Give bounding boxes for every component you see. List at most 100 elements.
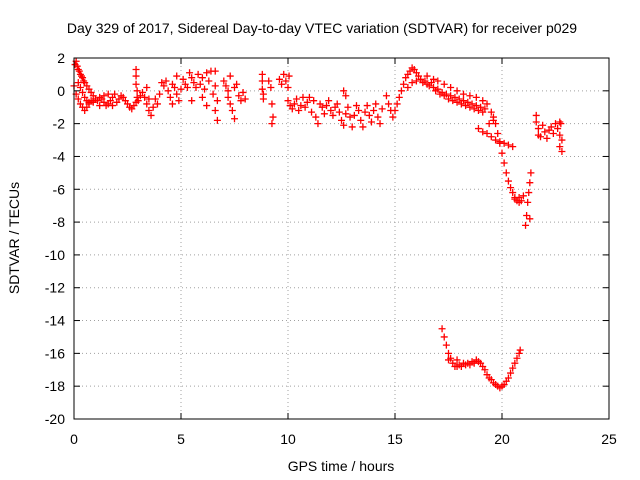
data-point (143, 100, 151, 108)
data-point (464, 98, 472, 106)
data-point (445, 349, 452, 357)
data-point (74, 95, 82, 103)
y-axis-label: SDTVAR / TECUs (6, 182, 22, 294)
y-tick-label: 2 (57, 50, 65, 66)
data-point (370, 107, 378, 115)
data-point (293, 95, 301, 103)
data-point (558, 148, 566, 156)
x-tick-label: 25 (601, 431, 617, 447)
data-point (442, 341, 450, 349)
data-point (79, 74, 87, 82)
data-point (295, 107, 303, 115)
data-point (333, 100, 341, 108)
data-point (231, 115, 238, 123)
data-point (522, 221, 530, 229)
data-point (539, 121, 547, 129)
data-point (504, 177, 512, 185)
data-point (489, 116, 497, 124)
data-point (556, 131, 564, 139)
data-point (325, 97, 333, 105)
data-point (228, 107, 236, 115)
data-point (359, 123, 367, 131)
data-point (338, 116, 345, 124)
data-point (241, 95, 249, 103)
data-point (468, 100, 476, 108)
data-point (194, 70, 202, 78)
data-point (226, 72, 234, 80)
data-point (507, 184, 515, 192)
data-point (132, 80, 140, 88)
data-point (376, 120, 384, 128)
data-point (374, 113, 382, 121)
data-point (472, 102, 480, 110)
data-point (481, 105, 489, 113)
data-point (220, 77, 228, 85)
data-point (340, 121, 348, 129)
data-point (265, 77, 273, 85)
y-tick-label: -2 (53, 116, 66, 132)
data-point (434, 77, 442, 85)
x-tick-label: 10 (280, 431, 296, 447)
data-point (132, 72, 140, 80)
data-point (500, 159, 508, 167)
data-point (285, 72, 293, 80)
data-point (109, 102, 117, 110)
data-point (365, 111, 373, 119)
data-point (367, 118, 375, 126)
data-point (175, 97, 183, 105)
data-point (511, 359, 519, 367)
data-point (76, 84, 84, 92)
data-point (404, 84, 412, 92)
data-point (492, 136, 500, 144)
data-point (145, 107, 153, 115)
data-point (284, 84, 292, 92)
data-point (111, 90, 119, 98)
data-point (526, 179, 534, 187)
data-point (498, 149, 506, 157)
data-point (303, 98, 311, 106)
data-point (177, 85, 185, 93)
data-point (75, 67, 83, 75)
data-point (487, 108, 495, 116)
data-point (203, 102, 211, 110)
data-point (190, 79, 198, 87)
y-tick-label: 0 (57, 83, 65, 99)
data-point (237, 97, 245, 105)
data-point (342, 110, 350, 118)
data-point (151, 95, 159, 103)
data-point (532, 111, 540, 119)
data-point (395, 93, 403, 101)
data-point (179, 75, 187, 83)
data-point (239, 88, 247, 96)
data-point (342, 92, 350, 100)
data-point (235, 92, 243, 100)
x-axis-label: GPS time / hours (288, 458, 395, 474)
data-point (258, 85, 266, 93)
data-point (479, 97, 487, 105)
data-point (258, 70, 266, 78)
grid-lines (74, 58, 609, 419)
data-point (192, 84, 200, 92)
data-point (268, 120, 276, 128)
data-point (156, 90, 164, 98)
data-point (382, 92, 390, 100)
y-tick-label: -14 (45, 313, 65, 329)
data-point (434, 85, 442, 93)
data-point (412, 77, 420, 85)
data-point (474, 125, 482, 133)
data-point (133, 87, 141, 95)
data-point (314, 120, 322, 128)
data-point (138, 88, 146, 96)
x-tick-label: 20 (494, 431, 510, 447)
data-point (164, 87, 172, 95)
data-point (280, 70, 288, 78)
y-tick-label: -18 (45, 378, 65, 394)
data-point (173, 72, 181, 80)
data-point (487, 133, 495, 141)
data-point (284, 97, 292, 105)
data-point (201, 85, 209, 93)
data-point (288, 105, 296, 113)
data-point (389, 113, 397, 121)
data-point (350, 111, 358, 119)
data-point (557, 120, 565, 128)
